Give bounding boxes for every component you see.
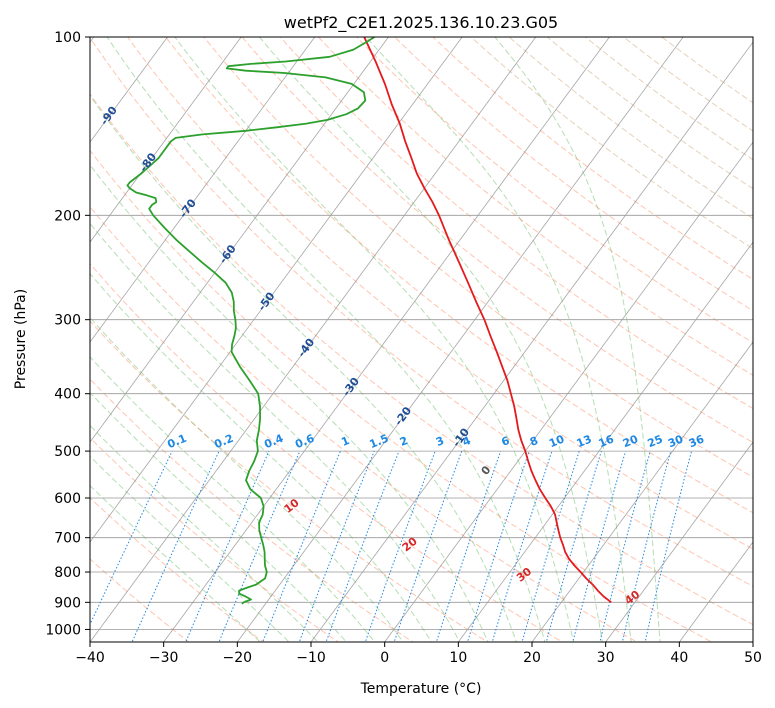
isotherm-line (90, 37, 316, 343)
sounding-series (126, 37, 612, 605)
mixing-ratio-line (364, 450, 436, 642)
y-tick-label: 400 (54, 387, 81, 403)
y-tick-label: 600 (54, 491, 81, 507)
mixing-ratio-line (572, 450, 627, 642)
y-axis-label: Pressure (hPa) (13, 289, 29, 389)
dry-adiabat-line (90, 320, 489, 642)
mixing-ratio-line (491, 450, 553, 642)
x-tick-label: 50 (744, 650, 762, 666)
isotherm-line (236, 37, 684, 642)
x-tick-label: −30 (149, 650, 179, 666)
isotherm-line (90, 37, 168, 143)
y-tick-label: 900 (54, 595, 81, 611)
mixing-ratio-label: 10 (547, 432, 566, 450)
isotherms (90, 37, 753, 642)
mixing-ratio-line (218, 450, 301, 642)
mixing-ratio-line (644, 450, 693, 642)
mixing-ratio-line (262, 450, 341, 642)
y-tick-label: 200 (54, 208, 81, 224)
dry-adiabat-line (546, 37, 753, 190)
mixing-ratio-label: 20 (621, 432, 640, 450)
mixing-ratio-label: 16 (597, 432, 616, 450)
mixing-ratio-line (521, 450, 580, 642)
isotherm-line (310, 41, 753, 642)
x-axis-label: Temperature (°C) (360, 681, 482, 697)
dry-adiabat-line (165, 37, 753, 514)
dry-adiabat-line (394, 37, 753, 312)
y-tick-label: 500 (54, 444, 81, 460)
isotherm-line (90, 37, 463, 543)
x-tick-label: 0 (380, 650, 389, 666)
mixing-ratio-label: 2 (398, 434, 410, 449)
mixing-ratio-line (621, 450, 672, 642)
y-tick-label: 800 (54, 565, 81, 581)
mixing-ratio-line (466, 450, 530, 642)
isotherm-line (457, 241, 753, 642)
isotherm-line (90, 37, 242, 243)
mixing-ratio-line (435, 450, 502, 642)
isotherm-line (163, 37, 610, 642)
dry-adiabat-line (90, 437, 340, 642)
mixing-ratio-label: 3 (434, 434, 446, 449)
isotherm-line (605, 441, 753, 642)
y-tick-label: 700 (54, 531, 81, 547)
isotherm-line (384, 141, 753, 642)
plot-frame (89, 36, 754, 643)
dry-adiabat-line (241, 37, 753, 443)
dry-adiabat-line (584, 37, 753, 161)
x-tick-label: 40 (670, 650, 688, 666)
mixing-ratio-label: 8 (528, 434, 540, 449)
dry-adiabat-line (355, 37, 753, 344)
isobars (90, 37, 753, 630)
dry-adiabat-line (508, 37, 753, 220)
moist-adiabat-line (259, 37, 603, 642)
x-tick-label: −10 (296, 650, 326, 666)
x-tick-label: −20 (223, 650, 253, 666)
dewpoint-profile-line (126, 37, 375, 605)
mixing-ratio-line (298, 450, 375, 642)
mixing-ratio-label: 30 (666, 432, 685, 450)
dry-adiabat-line (90, 206, 638, 642)
plot-background (90, 37, 753, 642)
isotherm-line (90, 37, 389, 443)
dry-adiabat-line (90, 93, 753, 626)
y-axis-ticks: 100 200 300 400 500 600 700 800 900 1000 (45, 30, 90, 638)
isotherm-line (90, 37, 537, 642)
dry-adiabat-line (127, 37, 753, 550)
x-tick-label: 20 (523, 650, 541, 666)
mixing-ratio-lines (90, 450, 693, 642)
y-tick-label: 1000 (45, 622, 81, 638)
dry-adiabat-line (622, 37, 753, 132)
mixing-ratio-label: 36 (687, 432, 706, 450)
mixing-ratio-label: 13 (575, 433, 594, 451)
y-tick-label: 300 (54, 313, 81, 329)
moist-adiabat-line (90, 391, 347, 642)
x-tick-label: 10 (449, 650, 467, 666)
x-tick-label: 30 (597, 650, 615, 666)
dry-adiabat-line (90, 149, 713, 642)
dry-adiabat-line (90, 378, 414, 642)
mixing-ratio-label: 25 (646, 433, 665, 451)
x-tick-label: −40 (75, 650, 105, 666)
mixing-ratio-line (393, 450, 463, 642)
chart-title: wetPf2_C2E1.2025.136.10.23.G05 (284, 13, 558, 33)
isotherm-line (531, 341, 753, 642)
mixing-ratio-line (545, 450, 602, 642)
mixing-ratio-label: 1 (339, 434, 351, 449)
mixing-ratio-line (599, 450, 651, 642)
y-tick-label: 100 (54, 30, 81, 46)
mixing-ratio-line (90, 450, 173, 626)
isotherm-line (678, 541, 753, 642)
temperature-profile-line (363, 37, 612, 604)
dry-adiabat-line (90, 37, 753, 587)
x-axis-ticks: −40 −30 −20 −10 0 10 20 30 40 50 (75, 642, 762, 666)
